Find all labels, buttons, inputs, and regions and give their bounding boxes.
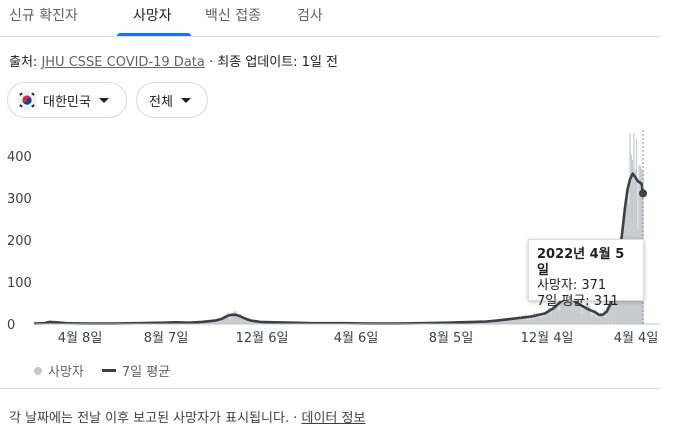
tab-testing[interactable]: 검사 — [297, 8, 323, 24]
chart-tooltip: 2022년 4월 5일 사망자: 371 7일 평균: 311 — [528, 239, 644, 309]
tab-bar: 신규 확진자 사망자 백신 접종 검사 — [0, 0, 660, 37]
source-prefix: 출처: — [9, 55, 42, 70]
caret-down-icon — [180, 97, 191, 103]
tab-vaccinations[interactable]: 백신 접종 — [205, 8, 261, 24]
tab-deaths[interactable]: 사망자 — [133, 8, 172, 24]
tooltip-deaths: 사망자: 371 — [537, 278, 607, 293]
tab-new-cases[interactable]: 신규 확진자 — [9, 8, 78, 24]
y-tick-label: 300 — [7, 192, 32, 207]
last-updated: 최종 업데이트: 1일 전 — [217, 55, 338, 70]
chart-legend: 사망자 7일 평균 — [34, 361, 170, 380]
source-line: 출처: JHU CSSE COVID-19 Data · 최종 업데이트: 1일… — [9, 51, 338, 70]
deaths-area — [34, 173, 643, 324]
y-tick-label: 400 — [7, 150, 32, 165]
country-dropdown[interactable]: 대한민국 — [7, 82, 127, 118]
x-tick-label: 12월 6일 — [236, 331, 289, 346]
range-label: 전체 — [149, 94, 173, 110]
hover-point — [639, 189, 647, 198]
range-dropdown[interactable]: 전체 — [136, 82, 208, 118]
south-korea-flag-icon — [17, 90, 37, 110]
country-label: 대한민국 — [43, 94, 91, 110]
x-tick-label: 8월 7일 — [144, 331, 189, 346]
y-tick-label: 100 — [7, 276, 32, 291]
x-tick-label: 4월 4일 — [614, 331, 659, 346]
x-tick-label: 12월 4일 — [521, 331, 574, 346]
deaths-legend-swatch — [34, 366, 42, 375]
tooltip-date: 2022년 4월 5일 — [537, 247, 625, 278]
average-legend-swatch — [101, 369, 116, 372]
source-link[interactable]: JHU CSSE COVID-19 Data — [41, 55, 205, 70]
footnote: 각 날짜에는 전날 이후 보고된 사망자가 표시됩니다. · 데이터 정보 — [9, 407, 365, 426]
x-tick-label: 4월 6일 — [334, 331, 379, 346]
y-tick-label: 0 — [7, 318, 15, 333]
caret-down-icon — [98, 97, 109, 103]
x-tick-label: 4월 8일 — [58, 331, 103, 346]
active-tab-indicator — [117, 33, 191, 36]
x-tick-label: 8월 5일 — [429, 331, 474, 346]
source-separator: · — [204, 55, 218, 70]
footnote-separator: · — [289, 411, 302, 426]
divider — [0, 388, 660, 389]
footnote-text: 각 날짜에는 전날 이후 보고된 사망자가 표시됩니다. — [9, 411, 290, 426]
deaths-chart[interactable]: 0 100 200 300 400 4월 8일 8월 7일 12월 6일 4월 6일 8월 5일… — [0, 120, 679, 355]
legend-average: 7일 평균 — [121, 365, 171, 380]
about-data-link[interactable]: 데이터 정보 — [301, 411, 366, 426]
y-tick-label: 200 — [7, 234, 32, 249]
tooltip-average: 7일 평균: 311 — [537, 293, 619, 309]
legend-deaths: 사망자 — [48, 365, 84, 380]
